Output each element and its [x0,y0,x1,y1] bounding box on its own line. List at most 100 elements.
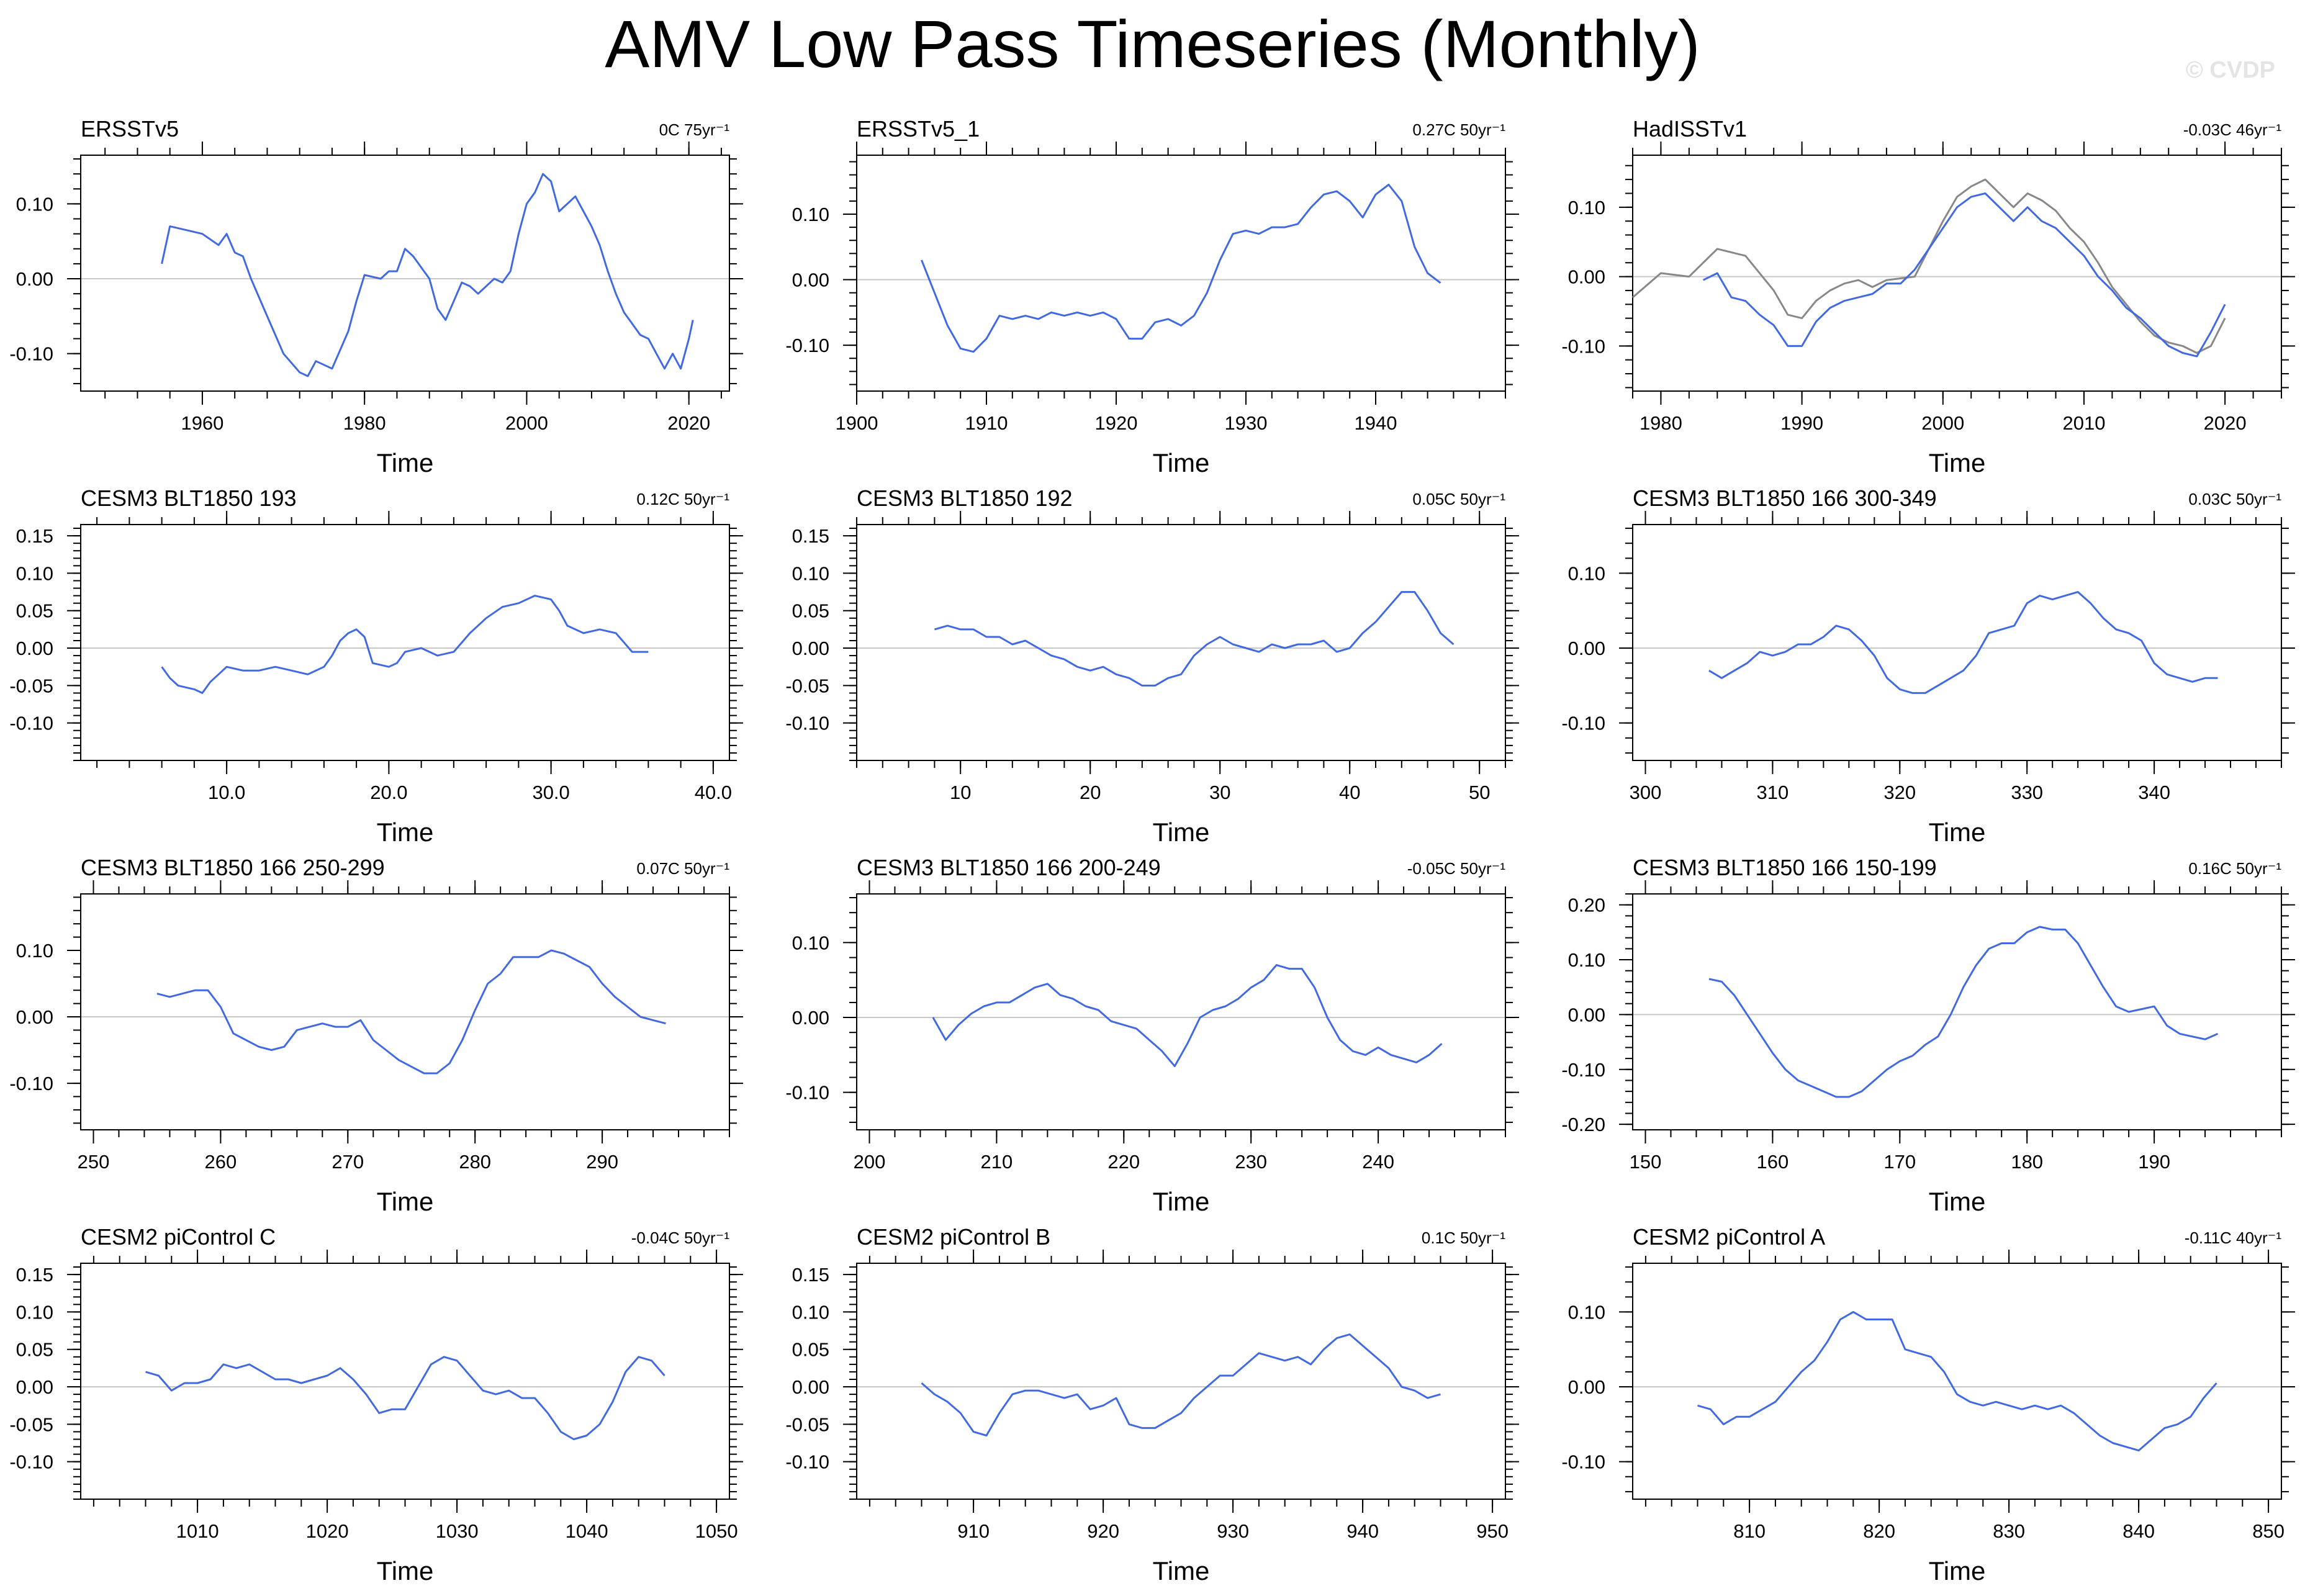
x-tick-label: 30.0 [532,782,569,803]
y-tick-label: -0.10 [1561,1451,1605,1473]
x-tick-label: 1980 [1640,412,1682,434]
plot-frame [1632,893,2282,1130]
x-tick-label: 2020 [667,412,710,434]
y-tick-label: -0.10 [9,1073,53,1094]
trend-label: 0.07C 50yr⁻¹ [636,859,729,878]
x-tick-label: 300 [1630,782,1662,803]
x-tick-label: 270 [332,1151,364,1173]
x-axis-label: Time [377,1187,434,1216]
x-axis-label: Time [1153,1187,1210,1216]
x-tick-label: 1920 [1095,412,1138,434]
x-tick-label: 810 [1733,1520,1766,1542]
y-tick-label: -0.20 [1561,1114,1605,1135]
x-tick-label: 850 [2252,1520,2285,1542]
cvdp-watermark: © CVDP [2185,57,2275,83]
y-tick-label: -0.05 [785,675,829,697]
x-tick-label: 160 [1757,1151,1789,1173]
y-tick-label: 0.00 [1568,1376,1605,1398]
trend-label: -0.05C 50yr⁻¹ [1407,859,1506,878]
x-tick-label: 170 [1883,1151,1916,1173]
x-tick-label: 20.0 [370,782,407,803]
y-tick-label: 0.15 [16,525,53,547]
y-tick-label: 0.15 [792,1264,829,1286]
x-axis-label: Time [1929,1187,1986,1216]
x-tick-label: 200 [854,1151,886,1173]
x-tick-label: 240 [1362,1151,1394,1173]
series-line [934,591,1455,687]
chart-panel: 10 20 30 40 50 -0.10 -0.05 0.00 0.05 0.10 0.15 CESM… [785,485,1519,847]
x-tick-label: 310 [1757,782,1789,803]
x-tick-label: 930 [1217,1520,1249,1542]
trend-label: -0.11C 40yr⁻¹ [2185,1229,2282,1247]
x-tick-label: 940 [1346,1520,1379,1542]
y-tick-label: 0.10 [16,193,53,215]
x-tick-label: 2000 [1921,412,1964,434]
trend-label: 0C 75yr⁻¹ [659,120,730,139]
panel-title: ERSSTv5_1 [857,116,980,142]
panel-title: CESM3 BLT1850 166 150-199 [1633,855,1937,880]
panel-title: CESM2 piControl C [81,1224,276,1250]
y-tick-label: 0.10 [792,204,829,225]
x-tick-label: 2000 [505,412,548,434]
x-tick-label: 1020 [306,1520,349,1542]
panel-title: CESM2 piControl B [857,1224,1050,1250]
y-tick-label: -0.10 [785,1451,829,1473]
x-axis-label: Time [1153,818,1210,847]
panel-title: CESM3 BLT1850 166 250-299 [81,855,385,880]
series-line [161,173,694,377]
y-tick-label: 0.00 [1568,1004,1605,1026]
x-axis-label: Time [1929,818,1986,847]
y-tick-label: -0.10 [785,713,829,734]
x-tick-label: 1930 [1225,412,1268,434]
x-tick-label: 1050 [695,1520,738,1542]
plot-frame [80,155,730,392]
plot-frame [80,524,730,761]
plot-frame [1632,155,2282,392]
plot-frame [1632,524,2282,761]
y-tick-label: 0.00 [792,1376,829,1398]
y-tick-label: 0.15 [16,1264,53,1286]
trend-label: 0.05C 50yr⁻¹ [1412,490,1505,508]
x-tick-label: 180 [2011,1151,2043,1173]
trend-label: 0.16C 50yr⁻¹ [2188,859,2281,878]
series-line [156,949,666,1075]
y-tick-label: -0.10 [9,1451,53,1473]
series-line [921,184,1441,353]
x-axis-label: Time [1929,448,1986,477]
y-tick-label: -0.10 [1561,335,1605,357]
x-tick-label: 340 [2138,782,2170,803]
y-tick-label: -0.10 [9,713,53,734]
y-tick-label: -0.05 [785,1413,829,1435]
x-tick-label: 190 [2138,1151,2170,1173]
x-tick-label: 40.0 [695,782,732,803]
x-axis-label: Time [377,1556,434,1585]
trend-label: 0.1C 50yr⁻¹ [1422,1229,1505,1247]
x-tick-label: 330 [2011,782,2043,803]
y-tick-label: 0.05 [792,1339,829,1361]
trend-label: 0.03C 50yr⁻¹ [2188,490,2281,508]
y-tick-label: 0.00 [792,638,829,659]
y-tick-label: 0.00 [792,1007,829,1029]
chart-panel: 1960 1980 2000 2020 -0.10 0.00 0.10 ERSSTv5 0C 7… [9,116,743,477]
y-tick-label: -0.10 [785,335,829,356]
x-tick-label: 30 [1209,782,1230,803]
x-tick-label: 830 [1993,1520,2025,1542]
x-tick-label: 280 [459,1151,491,1173]
panel-title: CESM3 BLT1850 193 [81,485,297,511]
x-axis-label: Time [1929,1556,1986,1585]
panel-title: CESM3 BLT1850 166 300-349 [1633,485,1937,511]
x-tick-label: 20 [1080,782,1101,803]
chart-panel: 1980 1990 2000 2010 2020 -0.10 0.00 0.10 HadISST… [1561,116,2295,477]
x-axis-label: Time [1153,1556,1210,1585]
x-tick-label: 920 [1087,1520,1119,1542]
series-line [161,595,649,694]
x-tick-label: 2020 [2204,412,2247,434]
x-tick-label: 1010 [176,1520,219,1542]
y-tick-label: 0.00 [16,638,53,659]
y-tick-label: 0.15 [792,525,829,547]
y-tick-label: 0.00 [792,269,829,291]
x-tick-label: 840 [2122,1520,2155,1542]
y-tick-label: 0.00 [16,1376,53,1398]
x-tick-label: 40 [1339,782,1360,803]
